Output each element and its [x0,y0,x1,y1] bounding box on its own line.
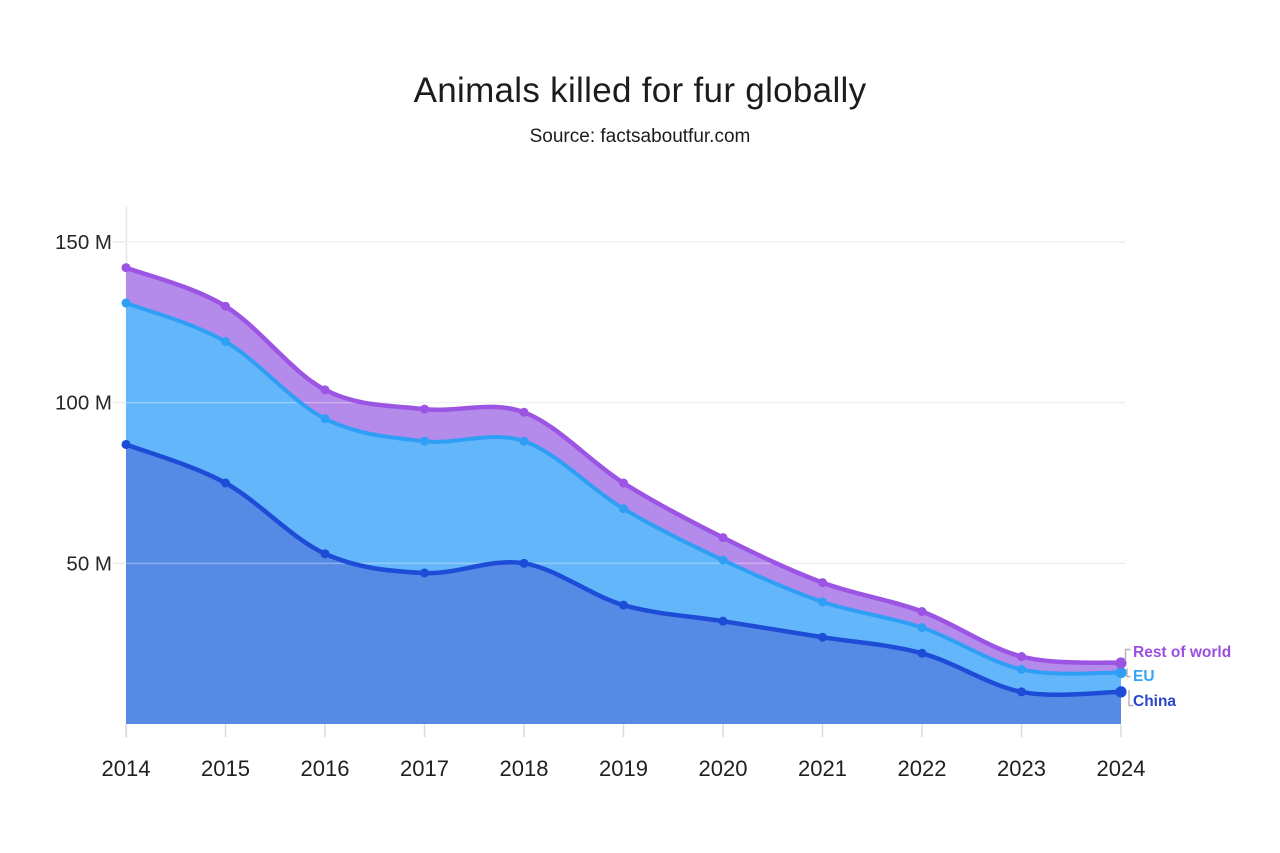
data-point-china-2024[interactable] [1115,686,1127,698]
area-china [126,444,1121,724]
x-axis-label-2017: 2017 [400,756,449,781]
y-axis-label-150: 150 M [55,231,112,254]
data-point-china-2023[interactable] [1017,687,1026,697]
x-axis: 2014 2015 2016 2017 2018 2019 2020 2021 2022 2023… [102,724,1146,781]
data-point-rest-of-world-2022[interactable] [917,607,927,617]
data-point-china-2017[interactable] [420,568,429,578]
data-point-rest-of-world-2017[interactable] [420,404,429,414]
data-point-eu-2020[interactable] [718,555,728,565]
data-point-china-2016[interactable] [320,549,330,559]
data-point-china-2018[interactable] [519,558,529,568]
y-axis: 50 M 100 M 150 M [55,231,112,575]
chart-title: Animals killed for fur globally [414,71,867,110]
legend-connector-eu [1126,668,1131,678]
data-point-eu-2019[interactable] [619,504,628,514]
x-axis-label-2024: 2024 [1097,756,1146,781]
data-point-eu-2017[interactable] [420,436,429,446]
x-axis-label-2023: 2023 [997,756,1046,781]
x-axis-label-2020: 2020 [699,756,748,781]
gridline-overlay [126,241,1121,565]
data-point-rest-of-world-2021[interactable] [818,578,827,588]
data-point-china-2020[interactable] [718,616,728,626]
area-bands [126,267,1121,724]
data-point-eu-2023[interactable] [1017,664,1026,674]
data-point-eu-2018[interactable] [519,436,529,446]
data-point-china-2015[interactable] [221,478,230,488]
data-points [121,263,1127,698]
data-point-eu-2021[interactable] [818,597,827,607]
data-point-eu-2016[interactable] [320,414,330,424]
x-axis-label-2015: 2015 [201,756,250,781]
data-point-rest-of-world-2023[interactable] [1017,652,1026,662]
data-point-rest-of-world-2019[interactable] [619,478,628,488]
legend-label-eu: EU [1133,668,1155,685]
x-axis-label-2016: 2016 [301,756,350,781]
legend-connector-rest-of-world [1124,648,1131,661]
data-point-rest-of-world-2018[interactable] [519,407,529,417]
legend-connector-china [1128,690,1134,707]
data-point-china-2014[interactable] [121,439,131,449]
x-axis-label-2019: 2019 [599,756,648,781]
x-axis-label-2022: 2022 [898,756,947,781]
x-axis-label-2018: 2018 [500,756,549,781]
legend-label-rest-of-world: Rest of world [1133,644,1231,661]
data-point-eu-2015[interactable] [221,337,230,347]
data-point-china-2021[interactable] [818,632,827,642]
x-axis-label-2014: 2014 [102,756,151,781]
data-point-rest-of-world-2024[interactable] [1115,657,1127,669]
data-point-eu-2022[interactable] [917,623,927,633]
legend-label-china: China [1133,693,1176,710]
y-axis-label-50: 50 M [66,552,112,575]
data-point-rest-of-world-2015[interactable] [221,301,230,311]
data-point-rest-of-world-2014[interactable] [121,263,131,273]
y-axis-label-100: 100 M [55,392,112,415]
data-point-rest-of-world-2020[interactable] [718,533,728,543]
x-axis-label-2021: 2021 [798,756,847,781]
data-point-rest-of-world-2016[interactable] [320,385,330,395]
data-point-china-2019[interactable] [619,600,628,610]
data-point-eu-2014[interactable] [121,298,131,308]
data-point-china-2022[interactable] [917,648,927,658]
legend: Rest of world EU China [1124,644,1231,710]
chart-subtitle: Source: factsaboutfur.com [530,126,751,147]
data-point-eu-2024[interactable] [1115,666,1127,679]
